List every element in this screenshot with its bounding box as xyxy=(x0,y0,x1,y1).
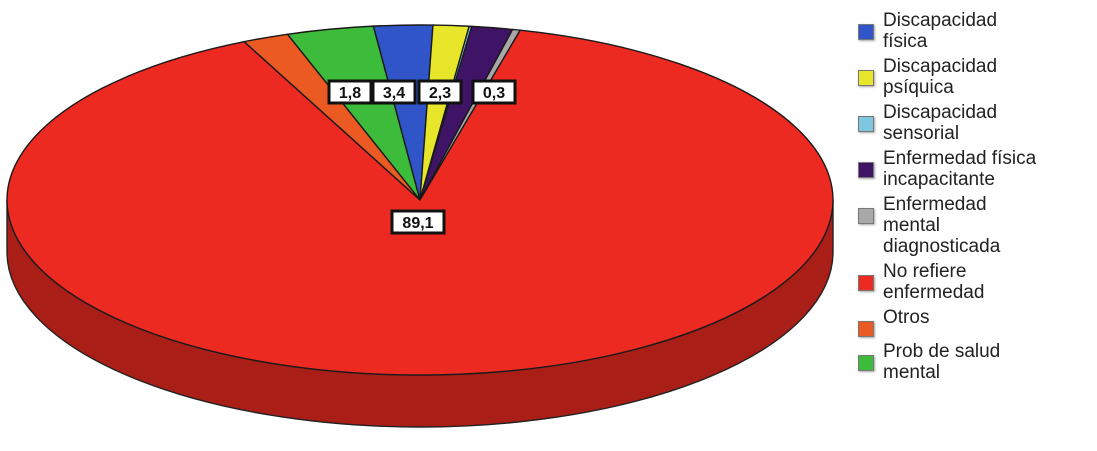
pie-chart: 2,3 0,3 89,1 1,8 3,4 xyxy=(6,24,834,428)
legend-label: Enfermedad mental diagnosticada xyxy=(883,194,1000,257)
pie-top-group xyxy=(6,24,834,376)
pie-data-label-box xyxy=(371,79,417,105)
legend-label-line: Enfermedad física xyxy=(883,148,1037,169)
legend-swatch xyxy=(858,208,874,224)
legend-item: Discapacidad psíquica xyxy=(858,56,1093,98)
legend-swatch xyxy=(858,116,874,132)
chart-legend: Discapacidad física Discapacidad psíquica Di… xyxy=(858,10,1093,387)
legend-label-line: Discapacidad xyxy=(883,56,998,77)
legend-label: Enfermedad física incapacitante xyxy=(883,148,1036,190)
pie-data-label-text: 2,3 xyxy=(429,85,451,102)
legend-label: Otros xyxy=(883,307,929,328)
legend-label: Prob de salud mental xyxy=(883,341,1000,383)
legend-label: Discapacidad psíquica xyxy=(883,56,997,98)
legend-item: Discapacidad sensorial xyxy=(858,102,1093,144)
legend-label: Discapacidad sensorial xyxy=(883,102,997,144)
pie-data-label: 3,4 xyxy=(371,79,417,105)
legend-item: No refiere enfermedad xyxy=(858,261,1093,303)
legend-label-line: sensorial xyxy=(883,123,960,144)
legend-swatch xyxy=(858,321,874,337)
pie-data-label-text: 0,3 xyxy=(483,85,505,102)
legend-label-line: enfermedad xyxy=(883,282,985,303)
legend-item: Enfermedad física incapacitante xyxy=(858,148,1093,190)
pie-slice xyxy=(6,29,834,376)
pie-data-label-box xyxy=(390,209,446,235)
legend-item: Discapacidad física xyxy=(858,10,1093,52)
pie-data-label: 2,3 xyxy=(417,79,463,105)
legend-label-line: diagnosticada xyxy=(883,236,1001,257)
legend-swatch xyxy=(858,275,874,291)
legend-swatch xyxy=(858,355,874,371)
pie-chart-svg: 2,3 0,3 89,1 1,8 3,4 xyxy=(6,24,834,428)
pie-slice xyxy=(242,33,421,201)
pie-data-label-text: 89,1 xyxy=(402,215,433,232)
legend-label-line: Otros xyxy=(883,307,930,328)
pie-data-label-box xyxy=(471,79,517,105)
legend-label-line: Discapacidad xyxy=(883,102,998,123)
pie-data-label: 1,8 xyxy=(327,79,373,105)
legend-swatch xyxy=(858,24,874,40)
pie-data-label-box xyxy=(327,79,373,105)
pie-data-label: 0,3 xyxy=(471,79,517,105)
pie-data-label-box xyxy=(417,79,463,105)
legend-label-line: incapacitante xyxy=(883,169,995,190)
legend-label: No refiere enfermedad xyxy=(883,261,984,303)
legend-label-line: Discapacidad xyxy=(883,10,998,31)
legend-item: Enfermedad mental diagnosticada xyxy=(858,194,1093,257)
legend-item: Prob de salud mental xyxy=(858,341,1093,383)
pie-data-labels: 2,3 0,3 89,1 1,8 3,4 xyxy=(327,79,517,235)
pie-data-label: 89,1 xyxy=(390,209,446,235)
legend-label-line: Enfermedad xyxy=(883,194,987,215)
legend-swatch xyxy=(858,70,874,86)
legend-label-line: No refiere xyxy=(883,261,967,282)
legend-label: Discapacidad física xyxy=(883,10,997,52)
legend-label-line: mental xyxy=(883,215,941,236)
pie-data-label-text: 3,4 xyxy=(383,85,405,102)
legend-item: Otros xyxy=(858,307,1093,337)
legend-label-line: Prob de salud xyxy=(883,341,1001,362)
legend-label-line: psíquica xyxy=(883,77,954,98)
legend-swatch xyxy=(858,162,874,178)
legend-label-line: mental xyxy=(883,362,941,383)
pie-data-label-text: 1,8 xyxy=(339,85,361,102)
legend-label-line: física xyxy=(883,31,928,52)
